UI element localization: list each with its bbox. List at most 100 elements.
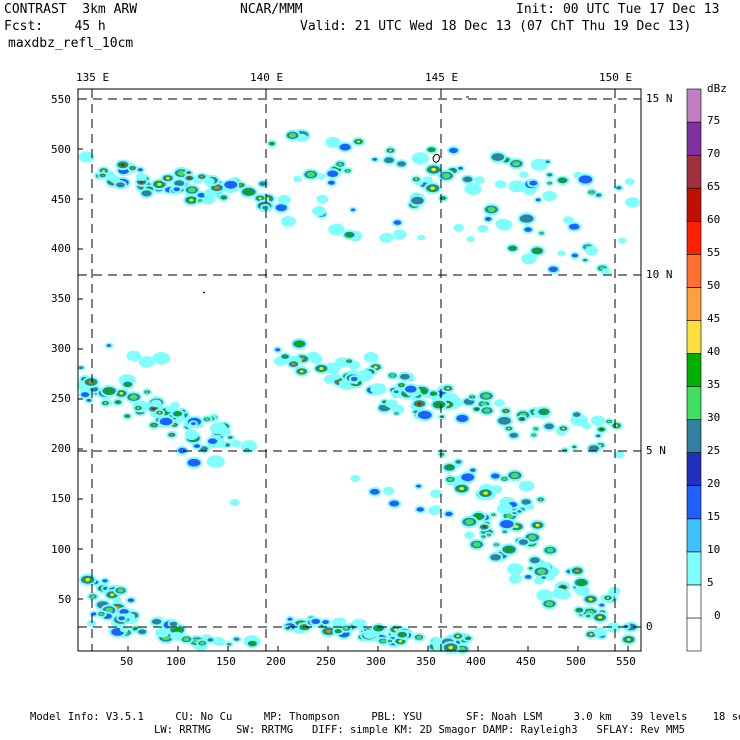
colorbar-label: 40 [707, 345, 721, 358]
echo-core [490, 554, 501, 561]
lon-label: 140 E [250, 71, 284, 84]
echo-cell [330, 373, 341, 380]
echo-core [595, 193, 602, 197]
echo-cell [370, 383, 387, 395]
echo-core [529, 557, 540, 564]
echo-core [572, 412, 581, 417]
echo-cell [87, 619, 97, 627]
colorbar-swatch [686, 452, 702, 487]
lon-label: 145 E [425, 71, 459, 84]
echo-core [588, 445, 600, 452]
colorbar-swatch [686, 320, 702, 354]
echo-core [430, 186, 436, 190]
echo-core [483, 408, 491, 413]
colorbar [686, 88, 702, 652]
echo-core [270, 142, 274, 145]
echo-cell [392, 229, 407, 240]
echo-core [200, 175, 204, 178]
colorbar-swatch [686, 353, 702, 387]
echo-core [138, 629, 147, 635]
coastline-islands [202, 96, 469, 294]
echo-core [447, 477, 454, 482]
echo-core [529, 180, 538, 186]
echo-cell [135, 172, 147, 181]
echo-core [262, 205, 269, 210]
echo-cell [350, 474, 361, 482]
echo-cell [150, 399, 162, 408]
echo-core [193, 444, 201, 448]
echo-core [158, 411, 161, 414]
echo-core [118, 616, 126, 621]
echo-core [416, 635, 422, 639]
echo-core [541, 576, 546, 579]
echo-core [495, 543, 498, 546]
echo-core [389, 640, 391, 642]
echo-core [326, 629, 331, 633]
echo-cell [385, 399, 398, 409]
echo-core [350, 376, 358, 382]
echo-cell [557, 250, 566, 257]
echo-core [102, 579, 108, 583]
colorbar-swatch [686, 551, 702, 586]
echo-core [106, 344, 112, 347]
echo-core [502, 477, 507, 481]
echo-core [465, 519, 474, 525]
echo-core [275, 204, 287, 212]
echo-core [484, 217, 492, 221]
echo-cell [507, 563, 524, 575]
echo-core [446, 387, 450, 390]
echo-core [166, 176, 170, 180]
echo-cell [494, 399, 505, 407]
echo-cell [477, 224, 489, 233]
echo-core [389, 500, 400, 507]
echo-core [524, 575, 532, 579]
valid-time: Valid: 21 UTC Wed 18 Dec 13 (07 ChT Thu … [300, 19, 692, 34]
echo-cell [363, 629, 377, 639]
colorbar-swatch [686, 617, 702, 652]
echo-core [455, 460, 462, 464]
y-tick-label: 50 [58, 593, 72, 606]
echo-core [578, 175, 593, 184]
echo-core [458, 166, 463, 170]
echo-core [504, 531, 506, 533]
echo-cell [581, 422, 592, 430]
colorbar-label: 35 [707, 378, 721, 391]
echo-cell [494, 180, 507, 189]
echo-core [449, 147, 458, 154]
echo-core [545, 601, 554, 607]
echo-core [459, 646, 466, 652]
echo-core [372, 158, 378, 161]
colorbar-swatch [686, 419, 702, 454]
echo-core [482, 525, 486, 529]
echo-core [511, 472, 519, 478]
colorbar-label: 70 [707, 147, 721, 160]
y-tick-label: 150 [51, 492, 71, 505]
echo-core [339, 143, 351, 151]
echo-core [356, 140, 361, 143]
lon-label: 135 E [76, 71, 110, 84]
colorbar-label: 5 [707, 576, 714, 589]
echo-cell [606, 622, 621, 633]
echo-core [104, 402, 107, 404]
echo-core [384, 157, 394, 164]
echo-cell [496, 219, 513, 231]
lat-lon-grid [78, 89, 641, 651]
lat-label: 5 N [646, 444, 666, 457]
echo-cell [155, 627, 170, 638]
echo-core [275, 348, 281, 352]
echo-core [562, 427, 565, 430]
echo-core [435, 402, 443, 408]
y-tick-label: 300 [51, 342, 71, 355]
colorbar-label: 20 [707, 477, 721, 490]
echo-core [596, 434, 601, 438]
echo-core [327, 180, 335, 185]
echo-cell [126, 350, 142, 362]
echo-core [600, 428, 603, 431]
echo-cell [312, 206, 326, 216]
echo-core [345, 169, 350, 172]
echo-core [373, 365, 378, 369]
echo-core [509, 246, 516, 251]
colorbar-label: 60 [707, 213, 721, 226]
echo-core [456, 635, 460, 638]
colorbar-label: 15 [707, 510, 721, 523]
